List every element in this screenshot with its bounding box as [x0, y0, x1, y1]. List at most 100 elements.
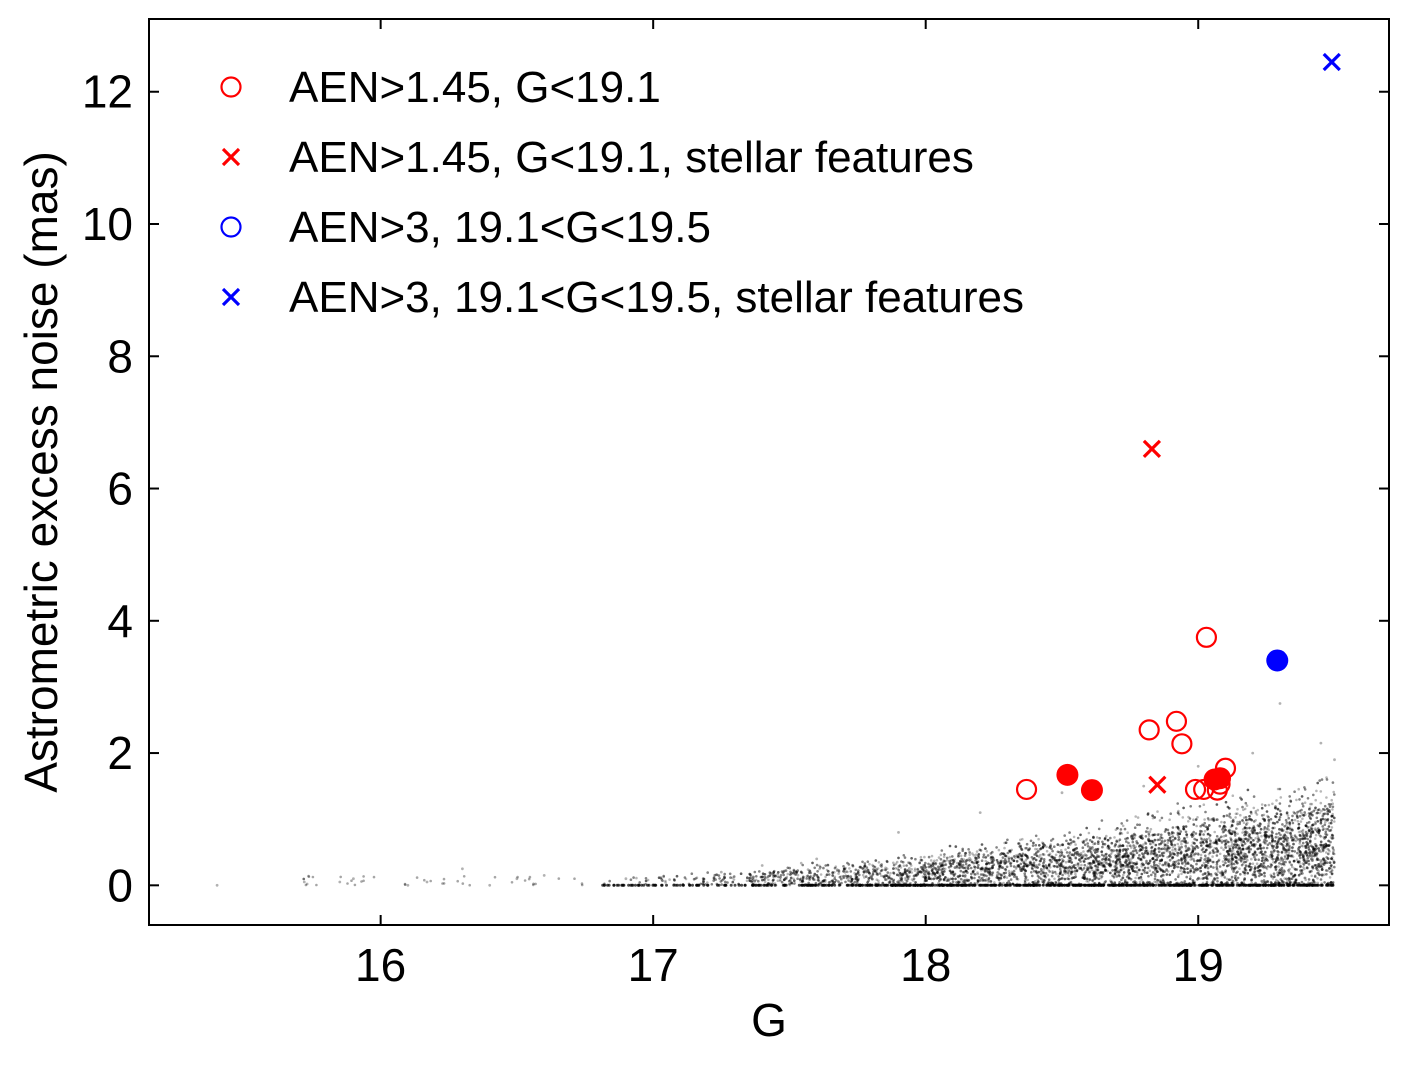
background-point	[1080, 863, 1083, 867]
background-point	[785, 877, 788, 880]
background-point	[1138, 868, 1141, 872]
background-point	[1070, 861, 1073, 864]
background-point	[1236, 881, 1240, 885]
background-point	[1333, 758, 1336, 762]
background-point	[706, 883, 709, 887]
background-point	[1176, 842, 1180, 846]
background-point	[1231, 842, 1234, 846]
background-point	[662, 875, 665, 879]
background-point	[997, 848, 1001, 852]
background-point	[1070, 867, 1074, 870]
background-point	[968, 856, 971, 860]
background-point	[1231, 794, 1235, 797]
background-point	[853, 871, 856, 875]
background-point	[1085, 837, 1089, 841]
background-point	[1041, 841, 1044, 844]
background-point	[1204, 856, 1208, 860]
background-point	[1330, 866, 1333, 870]
background-point	[1247, 847, 1250, 850]
background-point	[1060, 883, 1064, 887]
background-point	[1275, 878, 1278, 882]
background-point	[1185, 835, 1189, 839]
background-point	[353, 883, 357, 887]
background-point	[665, 883, 668, 887]
background-point	[1016, 883, 1019, 887]
background-point	[1184, 883, 1188, 887]
background-point	[993, 881, 996, 884]
background-point	[1115, 865, 1118, 868]
background-point	[1326, 847, 1329, 851]
background-point	[1229, 862, 1232, 865]
background-point	[1121, 824, 1125, 828]
background-point	[1074, 843, 1077, 846]
background-point	[1151, 883, 1155, 887]
background-point	[702, 883, 706, 887]
background-point	[1126, 863, 1129, 867]
background-point	[933, 859, 936, 863]
background-point	[1024, 862, 1027, 865]
background-point	[792, 882, 796, 885]
background-point	[760, 864, 764, 867]
background-point	[1316, 877, 1319, 880]
background-point	[654, 883, 658, 887]
background-point	[953, 858, 956, 861]
background-point	[737, 883, 741, 887]
background-point	[883, 876, 887, 879]
background-point	[1037, 837, 1040, 841]
background-point	[1291, 855, 1295, 859]
background-point	[989, 883, 993, 887]
background-point	[1034, 847, 1037, 851]
background-point	[516, 875, 519, 879]
background-point	[1014, 867, 1018, 870]
background-point	[1203, 829, 1207, 833]
background-point	[1122, 873, 1125, 877]
background-point	[894, 862, 898, 866]
background-point	[1292, 883, 1296, 887]
background-point	[1324, 883, 1328, 887]
background-point	[1067, 874, 1071, 877]
background-point	[1088, 883, 1092, 887]
background-point	[1296, 820, 1300, 823]
background-point	[937, 883, 941, 887]
background-point	[1315, 829, 1318, 832]
background-point	[1310, 802, 1314, 806]
background-point	[1227, 845, 1230, 848]
background-point	[1302, 852, 1305, 855]
background-point	[1192, 818, 1195, 821]
background-point	[942, 878, 946, 882]
background-point	[1045, 849, 1049, 853]
background-point	[315, 883, 318, 887]
background-point	[1332, 848, 1336, 852]
background-point	[542, 874, 546, 877]
background-point	[1236, 812, 1239, 815]
background-point	[1049, 883, 1053, 887]
background-point	[1161, 873, 1164, 877]
background-point	[910, 871, 914, 874]
background-point	[1085, 879, 1088, 883]
background-point	[833, 883, 837, 887]
background-point	[528, 875, 532, 879]
background-point	[895, 860, 899, 864]
background-point	[1217, 858, 1221, 862]
background-point	[1176, 883, 1180, 887]
background-point	[1004, 883, 1008, 887]
background-point	[1018, 857, 1022, 861]
background-point	[1260, 880, 1264, 883]
background-point	[968, 851, 972, 855]
background-point	[1307, 847, 1310, 850]
background-point	[1072, 835, 1076, 839]
background-point	[635, 876, 638, 880]
background-point	[1319, 883, 1323, 887]
background-point	[1045, 883, 1049, 887]
background-point	[935, 859, 939, 862]
background-point	[1059, 849, 1063, 852]
background-point	[868, 883, 872, 887]
background-point	[1002, 881, 1005, 885]
background-point	[1264, 883, 1268, 887]
background-point	[803, 883, 807, 887]
background-point	[1064, 860, 1068, 864]
background-point	[848, 867, 851, 870]
background-point	[918, 861, 921, 865]
background-point	[1249, 883, 1252, 887]
background-point	[1296, 827, 1300, 831]
